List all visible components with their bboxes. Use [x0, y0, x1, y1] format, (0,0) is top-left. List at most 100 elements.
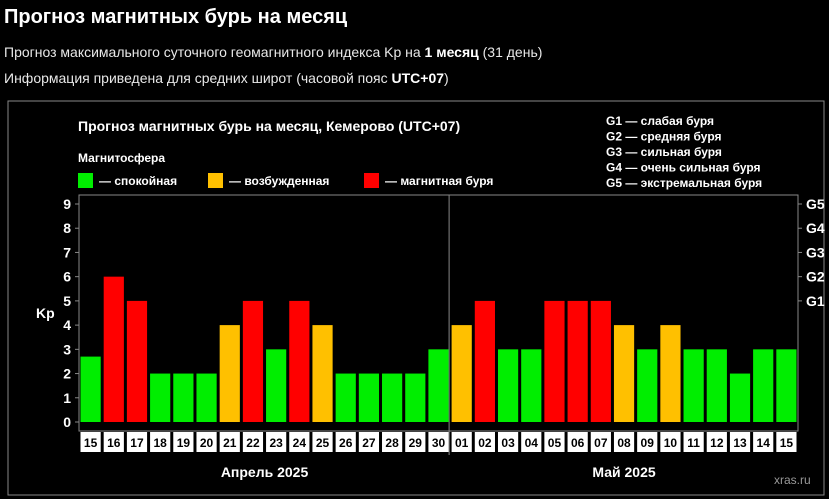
g-tick-label: G3 — [806, 244, 825, 260]
x-tick-label: 08 — [617, 436, 631, 450]
storm-level-label: G2 — средняя буря — [606, 130, 722, 144]
chart-frame — [7, 100, 825, 496]
bar — [660, 325, 681, 422]
x-tick-label: 09 — [641, 436, 655, 450]
timezone-info-text: Информация приведена для средних широт (… — [4, 70, 392, 86]
bar — [567, 300, 588, 422]
date-cell — [335, 432, 356, 452]
bar — [196, 373, 217, 422]
x-tick-label: 12 — [710, 436, 724, 450]
x-tick-label: 27 — [362, 436, 376, 450]
g-tick-label: G4 — [806, 220, 825, 236]
legend-swatch — [78, 173, 93, 188]
date-cell — [382, 432, 403, 452]
date-cell — [474, 432, 495, 452]
date-cell — [613, 432, 635, 452]
date-cell — [637, 432, 658, 452]
x-tick-label: 18 — [153, 436, 167, 450]
x-tick-label: 15 — [780, 436, 794, 450]
x-tick-label: 13 — [733, 436, 747, 450]
forecast-description-text: Прогноз максимального суточного геомагни… — [4, 44, 425, 60]
bar — [266, 349, 287, 422]
y-tick-label: 3 — [63, 341, 71, 357]
storm-level-label: G4 — очень сильная буря — [606, 161, 761, 175]
x-tick-label: 16 — [107, 436, 121, 450]
y-tick-label: 2 — [63, 366, 71, 382]
date-cell — [683, 432, 704, 452]
y-tick-label: 1 — [63, 390, 71, 406]
x-tick-label: 25 — [316, 436, 330, 450]
date-cell — [706, 432, 727, 452]
x-tick-label: 10 — [664, 436, 678, 450]
storm-level-label: G5 — экстремальная буря — [606, 176, 762, 190]
bar — [405, 373, 426, 422]
y-tick-label: 9 — [63, 196, 71, 212]
x-tick-label: 20 — [200, 436, 214, 450]
legend-label: — спокойная — [99, 174, 177, 188]
date-cell — [521, 432, 542, 452]
date-cell — [219, 432, 240, 452]
bar — [242, 300, 264, 422]
bar — [637, 349, 658, 422]
bar — [103, 276, 124, 422]
bar — [521, 349, 542, 422]
date-cell — [242, 432, 264, 452]
bar — [474, 300, 495, 422]
month-label: Апрель 2025 — [221, 464, 309, 480]
x-tick-label: 21 — [223, 436, 237, 450]
bar — [312, 325, 333, 422]
date-cell — [358, 432, 380, 452]
bar — [80, 356, 101, 422]
legend-title: Магнитосфера — [78, 151, 165, 165]
page-title: Прогноз магнитных бурь на месяц — [4, 6, 348, 28]
x-tick-label: 28 — [385, 436, 399, 450]
x-tick-label: 14 — [757, 436, 771, 450]
date-cell — [150, 432, 171, 452]
bar — [753, 349, 774, 422]
bar — [683, 349, 704, 422]
y-tick-label: 8 — [63, 220, 71, 236]
timezone-info-suffix: ) — [444, 70, 449, 86]
date-cell — [729, 432, 751, 452]
month-label: Май 2025 — [592, 464, 655, 480]
date-cell — [80, 432, 101, 452]
plot-frame — [78, 194, 799, 432]
x-tick-label: 22 — [246, 436, 260, 450]
x-tick-label: 24 — [293, 436, 307, 450]
date-cell — [660, 432, 681, 452]
x-tick-label: 06 — [571, 436, 585, 450]
timezone-info: Информация приведена для средних широт (… — [4, 70, 449, 86]
legend-swatch — [208, 173, 223, 188]
legend-label: — магнитная буря — [385, 174, 493, 188]
x-tick-label: 04 — [525, 436, 539, 450]
bar — [497, 349, 519, 422]
storm-level-label: G1 — слабая буря — [606, 114, 714, 128]
x-tick-label: 11 — [687, 436, 700, 450]
y-tick-label: 7 — [63, 244, 71, 260]
forecast-period: 1 месяц — [424, 44, 479, 60]
g-tick-label: G5 — [806, 196, 825, 212]
x-tick-label: 15 — [84, 436, 98, 450]
x-tick-label: 23 — [269, 436, 283, 450]
bar — [358, 373, 380, 422]
g-tick-label: G1 — [806, 293, 825, 309]
date-cell — [405, 432, 426, 452]
y-tick-label: 4 — [63, 317, 71, 333]
x-tick-label: 05 — [548, 436, 562, 450]
y-tick-label: 5 — [63, 293, 71, 309]
y-tick-label: 6 — [63, 269, 71, 285]
bar — [706, 349, 727, 422]
bar — [382, 373, 403, 422]
x-tick-label: 29 — [409, 436, 423, 450]
bar — [451, 325, 472, 422]
bar — [173, 373, 194, 422]
g-tick-label: G2 — [806, 269, 825, 285]
x-tick-label: 19 — [177, 436, 191, 450]
bar — [544, 300, 565, 422]
date-cell — [497, 432, 519, 452]
date-cell — [567, 432, 588, 452]
x-tick-label: 17 — [130, 436, 144, 450]
legend: — спокойная — возбужденная — магнитная бур… — [78, 173, 493, 188]
